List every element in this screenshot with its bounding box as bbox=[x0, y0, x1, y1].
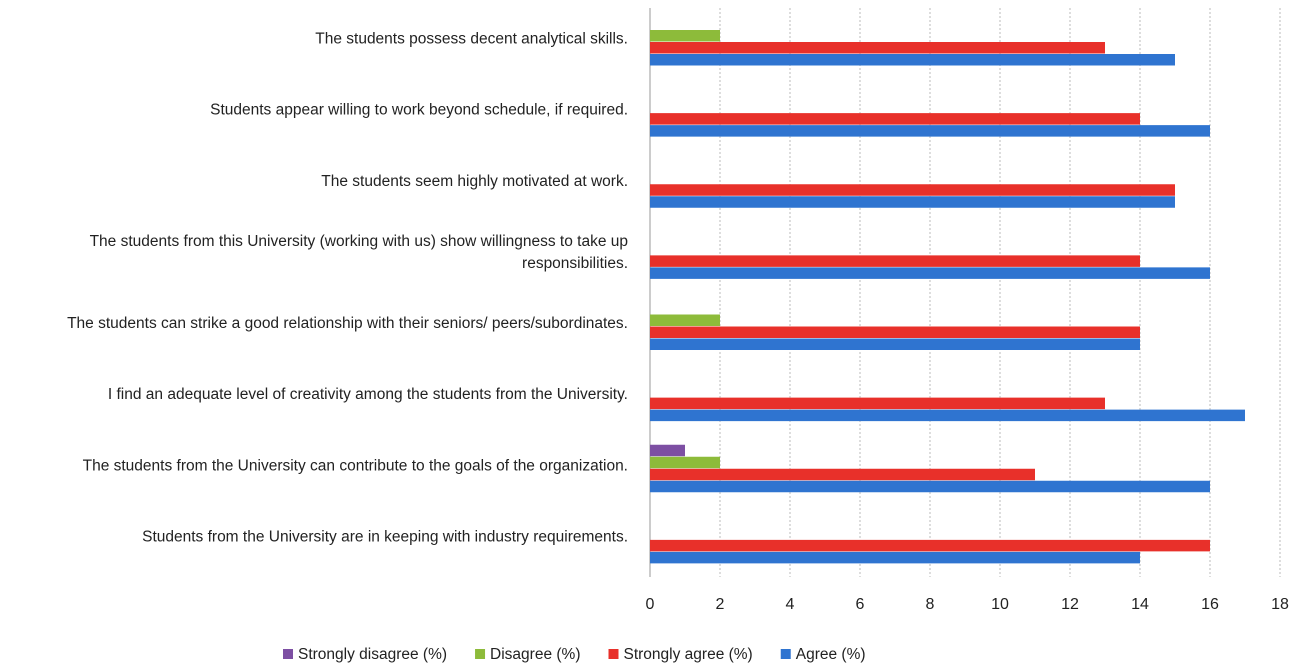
x-tick-label: 6 bbox=[856, 596, 865, 613]
x-tick-label: 12 bbox=[1061, 596, 1079, 613]
x-tick-label: 10 bbox=[991, 596, 1009, 613]
x-tick-label: 4 bbox=[786, 596, 795, 613]
legend-swatch bbox=[608, 649, 619, 659]
category-label: The students from the University can con… bbox=[83, 457, 628, 474]
category-label: I find an adequate level of creativity a… bbox=[108, 386, 628, 403]
legend-label: Agree (%) bbox=[796, 646, 866, 663]
bar bbox=[650, 54, 1175, 66]
bar bbox=[650, 314, 720, 326]
bar bbox=[650, 255, 1140, 267]
x-tick-label: 8 bbox=[926, 596, 935, 613]
bar bbox=[650, 30, 720, 42]
category-label: Students from the University are in keep… bbox=[142, 529, 628, 546]
legend-swatch bbox=[475, 649, 486, 659]
bar bbox=[650, 456, 720, 469]
bar bbox=[650, 409, 1245, 422]
category-label: The students can strike a good relations… bbox=[67, 315, 628, 332]
bar bbox=[650, 326, 1140, 338]
bar bbox=[650, 125, 1210, 137]
legend-swatch bbox=[283, 649, 293, 659]
bar bbox=[650, 42, 1105, 54]
category-label: The students from this University (worki… bbox=[90, 233, 628, 272]
legend-label: Disagree (%) bbox=[490, 646, 580, 663]
category-label: The students seem highly motivated at wo… bbox=[321, 173, 628, 190]
x-tick-label: 16 bbox=[1201, 596, 1219, 613]
bar bbox=[650, 468, 1035, 481]
bar bbox=[650, 338, 1140, 350]
bar bbox=[650, 551, 1140, 564]
category-label: Students appear willing to work beyond s… bbox=[210, 102, 628, 119]
x-tick-label: 0 bbox=[646, 596, 655, 613]
bar bbox=[650, 444, 685, 457]
x-tick-label: 14 bbox=[1131, 596, 1149, 613]
legend-label: Strongly disagree (%) bbox=[298, 646, 447, 663]
bar bbox=[650, 267, 1210, 279]
bar bbox=[650, 196, 1175, 208]
legend-label: Strongly agree (%) bbox=[624, 646, 753, 663]
bar bbox=[650, 397, 1105, 410]
x-tick-label: 2 bbox=[716, 596, 725, 613]
bar bbox=[650, 480, 1210, 493]
category-label: The students possess decent analytical s… bbox=[315, 31, 628, 48]
bar bbox=[650, 539, 1210, 552]
x-tick-label: 18 bbox=[1271, 596, 1289, 613]
bar bbox=[650, 113, 1140, 125]
legend-swatch bbox=[780, 649, 791, 659]
bar bbox=[650, 184, 1175, 196]
